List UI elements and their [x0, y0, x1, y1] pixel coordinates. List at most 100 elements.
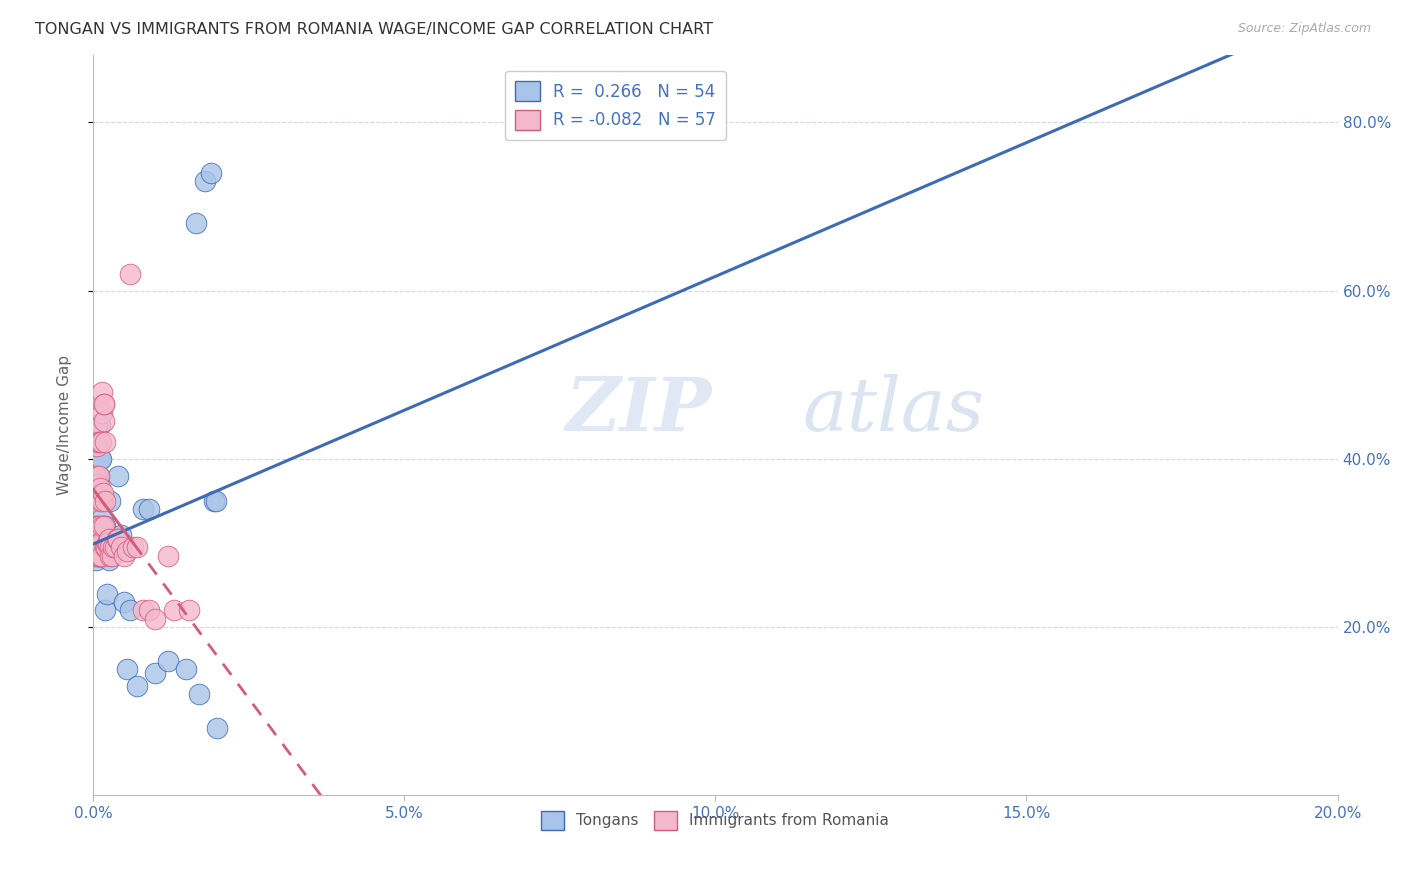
Point — [107, 468, 129, 483]
Point — [184, 216, 207, 230]
Point — [93, 519, 115, 533]
Text: TONGAN VS IMMIGRANTS FROM ROMANIA WAGE/INCOME GAP CORRELATION CHART: TONGAN VS IMMIGRANTS FROM ROMANIA WAGE/I… — [35, 22, 713, 37]
Point — [89, 540, 111, 554]
Point — [179, 603, 201, 617]
Point — [84, 519, 107, 533]
Point — [90, 384, 112, 399]
Point — [87, 536, 110, 550]
Point — [97, 532, 120, 546]
Point — [138, 502, 160, 516]
Point — [86, 439, 108, 453]
Point — [125, 540, 148, 554]
Point — [94, 540, 117, 554]
Point — [94, 603, 117, 617]
Point — [87, 519, 110, 533]
Point — [176, 662, 198, 676]
Point — [93, 414, 115, 428]
Point — [87, 477, 110, 491]
Point — [138, 603, 160, 617]
Point — [91, 406, 114, 420]
Point — [156, 549, 179, 563]
Point — [89, 468, 111, 483]
Point — [89, 468, 111, 483]
Point — [90, 549, 112, 563]
Point — [84, 532, 107, 546]
Point — [91, 532, 114, 546]
Point — [132, 603, 155, 617]
Point — [110, 527, 132, 541]
Point — [84, 490, 107, 504]
Point — [86, 527, 108, 541]
Point — [112, 549, 135, 563]
Point — [87, 477, 110, 491]
Point — [143, 666, 166, 681]
Point — [97, 536, 120, 550]
Point — [90, 540, 112, 554]
Legend: Tongans, Immigrants from Romania: Tongans, Immigrants from Romania — [536, 805, 896, 836]
Point — [83, 540, 105, 554]
Point — [100, 549, 122, 563]
Point — [89, 435, 111, 450]
Point — [97, 553, 120, 567]
Point — [90, 510, 112, 524]
Point — [100, 540, 122, 554]
Point — [90, 549, 112, 563]
Point — [96, 586, 118, 600]
Point — [89, 451, 111, 466]
Point — [94, 494, 117, 508]
Point — [89, 549, 111, 563]
Point — [86, 519, 108, 533]
Point — [205, 494, 228, 508]
Point — [100, 549, 122, 563]
Point — [83, 532, 105, 546]
Point — [97, 532, 120, 546]
Point — [86, 540, 108, 554]
Text: Source: ZipAtlas.com: Source: ZipAtlas.com — [1237, 22, 1371, 36]
Point — [93, 536, 115, 550]
Point — [93, 397, 115, 411]
Point — [132, 502, 155, 516]
Point — [94, 540, 117, 554]
Point — [91, 540, 114, 554]
Point — [83, 549, 105, 563]
Y-axis label: Wage/Income Gap: Wage/Income Gap — [58, 355, 72, 495]
Point — [156, 654, 179, 668]
Point — [89, 481, 111, 495]
Point — [110, 540, 132, 554]
Point — [115, 544, 138, 558]
Point — [194, 174, 217, 188]
Point — [104, 540, 127, 554]
Point — [205, 721, 228, 735]
Point — [163, 603, 186, 617]
Point — [120, 603, 142, 617]
Point — [93, 397, 115, 411]
Point — [89, 536, 111, 550]
Point — [100, 494, 122, 508]
Point — [98, 540, 121, 554]
Point — [104, 536, 127, 550]
Point — [84, 540, 107, 554]
Point — [86, 418, 108, 433]
Point — [143, 612, 166, 626]
Point — [89, 418, 111, 433]
Point — [86, 540, 108, 554]
Point — [187, 688, 209, 702]
Point — [87, 435, 110, 450]
Text: atlas: atlas — [803, 375, 984, 447]
Point — [120, 267, 142, 281]
Point — [89, 519, 111, 533]
Point — [87, 549, 110, 563]
Point — [89, 494, 111, 508]
Point — [200, 166, 222, 180]
Point — [105, 532, 128, 546]
Point — [84, 553, 107, 567]
Point — [91, 519, 114, 533]
Point — [94, 435, 117, 450]
Point — [84, 524, 107, 538]
Point — [96, 536, 118, 550]
Point — [87, 435, 110, 450]
Point — [107, 532, 129, 546]
Point — [202, 494, 225, 508]
Point — [86, 519, 108, 533]
Point — [112, 595, 135, 609]
